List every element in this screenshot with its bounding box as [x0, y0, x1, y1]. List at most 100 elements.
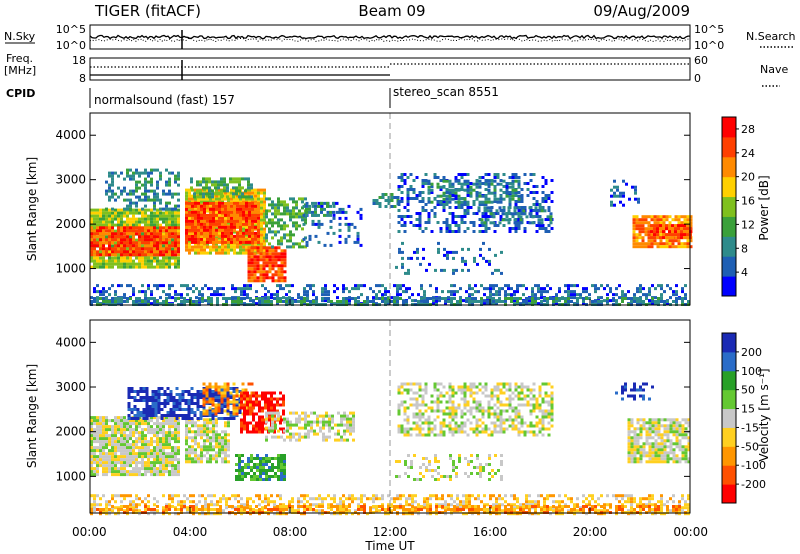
heatmap-cell	[448, 227, 452, 230]
heatmap-cell	[495, 284, 498, 288]
heatmap-cell	[138, 461, 141, 465]
heatmap-cell	[123, 455, 126, 459]
heatmap-cell	[156, 168, 159, 172]
heatmap-cell	[680, 245, 684, 249]
heatmap-cell	[288, 290, 291, 294]
heatmap-cell	[483, 302, 486, 306]
heatmap-cell	[162, 428, 165, 432]
heatmap-cell	[342, 300, 345, 303]
heatmap-cell	[268, 242, 271, 246]
heatmap-cell	[132, 250, 135, 254]
heatmap-cell	[188, 421, 191, 425]
heatmap-cell	[256, 270, 260, 274]
heatmap-cell	[211, 183, 214, 187]
heatmap-cell	[450, 284, 453, 288]
heatmap-cell	[138, 437, 141, 441]
heatmap-cell	[238, 180, 241, 184]
heatmap-cell	[123, 440, 126, 444]
nsearch-trace	[89, 37, 691, 43]
heatmap-cell	[127, 396, 131, 399]
heatmap-cell	[641, 218, 645, 222]
heatmap-cell	[174, 256, 177, 260]
heatmap-cell	[271, 221, 274, 225]
heatmap-cell	[188, 248, 191, 252]
heatmap-cell	[585, 287, 588, 291]
heatmap-cell	[165, 253, 168, 257]
heatmap-cell	[156, 244, 159, 248]
heatmap-cell	[126, 425, 129, 429]
heatmap-cell	[257, 204, 260, 208]
heatmap-cell	[159, 443, 162, 447]
heatmap-cell	[540, 293, 543, 297]
heatmap-cell	[375, 284, 378, 288]
heatmap-cell	[407, 256, 410, 260]
heatmap-cell	[283, 258, 287, 262]
heatmap-cell	[162, 284, 165, 288]
heatmap-cell	[93, 208, 96, 212]
heatmap-cell	[403, 230, 407, 233]
heatmap-cell	[306, 299, 309, 303]
heatmap-cell	[492, 212, 496, 216]
heatmap-cell	[363, 284, 366, 288]
heatmap-cell	[114, 290, 117, 294]
heatmap-cell	[283, 209, 286, 213]
heatmap-cell	[387, 199, 391, 202]
heatmap-cell	[144, 437, 147, 441]
heatmap-cell	[448, 230, 452, 233]
heatmap-cell	[203, 210, 206, 214]
heatmap-cell	[443, 253, 446, 257]
heatmap-cell	[317, 222, 321, 226]
heatmap-cell	[153, 220, 156, 224]
heatmap-cell	[409, 221, 413, 224]
heatmap-cell	[141, 207, 144, 211]
heatmap-cell	[215, 442, 218, 446]
heatmap-cell	[188, 219, 191, 223]
heatmap-cell	[203, 236, 206, 240]
heatmap-cell	[416, 250, 419, 254]
heatmap-cell	[517, 224, 521, 227]
heatmap-cell	[117, 446, 120, 450]
heatmap-cell	[218, 230, 221, 234]
heatmap-cell	[93, 416, 96, 420]
heatmap-cell	[227, 216, 230, 220]
heatmap-cell	[253, 264, 257, 268]
heatmap-cell	[90, 416, 93, 420]
heatmap-cell	[177, 226, 180, 230]
heatmap-cell	[156, 434, 159, 438]
heatmap-cell	[537, 302, 540, 306]
heatmap-cell	[96, 446, 99, 450]
heatmap-cell	[645, 297, 648, 300]
heatmap-cell	[191, 439, 194, 443]
heatmap-cell	[427, 221, 431, 224]
heatmap-cell	[637, 197, 640, 201]
heatmap-cell	[609, 299, 612, 303]
heatmap-cell	[606, 300, 609, 303]
heatmap-cell	[308, 210, 311, 214]
heatmap-cell	[99, 208, 102, 212]
heatmap-cell	[335, 210, 339, 214]
heatmap-cell	[436, 182, 440, 186]
heatmap-cell	[683, 218, 687, 222]
heatmap-cell	[123, 220, 126, 224]
heatmap-cell	[496, 224, 500, 227]
heatmap-cell	[435, 287, 438, 291]
heatmap-cell	[471, 287, 474, 291]
heatmap-cell	[283, 227, 286, 231]
heatmap-cell	[668, 215, 672, 219]
heatmap-cell	[478, 224, 482, 227]
heatmap-cell	[90, 256, 93, 260]
heatmap-cell	[487, 182, 491, 186]
heatmap-cell	[159, 232, 162, 236]
heatmap-cell	[543, 209, 547, 213]
heatmap-cell	[221, 228, 224, 232]
heatmap-cell	[435, 299, 438, 303]
heatmap-cell	[271, 264, 275, 268]
heatmap-cell	[320, 204, 324, 208]
heatmap-cell	[412, 179, 416, 182]
heatmap-cell	[669, 296, 672, 300]
heatmap-cell	[668, 230, 671, 234]
heatmap-cell	[129, 235, 132, 239]
heatmap-cell	[96, 416, 99, 420]
heatmap-cell	[274, 203, 277, 207]
heatmap-cell	[168, 247, 171, 251]
